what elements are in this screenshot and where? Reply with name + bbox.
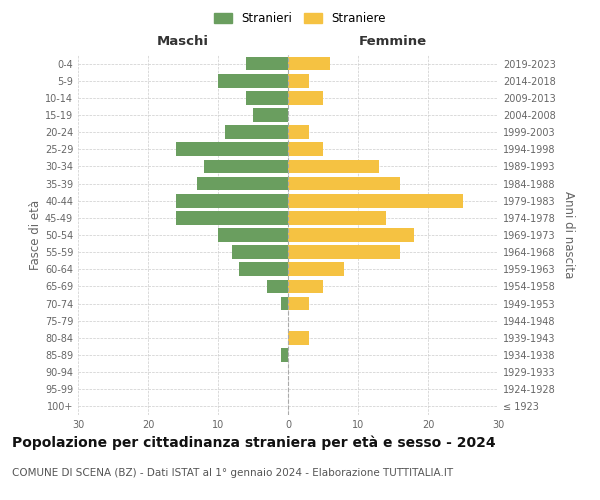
Bar — [225, 126, 288, 139]
Legend: Stranieri, Straniere: Stranieri, Straniere — [211, 8, 389, 28]
Text: Maschi: Maschi — [157, 35, 209, 48]
Bar — [176, 194, 288, 207]
Bar — [288, 331, 309, 344]
Bar — [267, 280, 288, 293]
Bar — [232, 246, 288, 259]
Bar — [176, 142, 288, 156]
Bar — [288, 126, 309, 139]
Bar — [288, 228, 414, 242]
Bar — [218, 74, 288, 88]
Y-axis label: Anni di nascita: Anni di nascita — [562, 192, 575, 278]
Bar — [281, 296, 288, 310]
Bar — [218, 228, 288, 242]
Bar — [197, 176, 288, 190]
Bar — [288, 262, 344, 276]
Bar — [288, 211, 386, 224]
Bar — [288, 194, 463, 207]
Bar — [288, 56, 330, 70]
Bar — [288, 160, 379, 173]
Bar — [253, 108, 288, 122]
Bar — [288, 280, 323, 293]
Bar — [288, 142, 323, 156]
Bar — [281, 348, 288, 362]
Bar — [288, 246, 400, 259]
Bar — [288, 296, 309, 310]
Text: COMUNE DI SCENA (BZ) - Dati ISTAT al 1° gennaio 2024 - Elaborazione TUTTITALIA.I: COMUNE DI SCENA (BZ) - Dati ISTAT al 1° … — [12, 468, 453, 477]
Bar — [239, 262, 288, 276]
Y-axis label: Fasce di età: Fasce di età — [29, 200, 42, 270]
Bar — [288, 91, 323, 104]
Text: Femmine: Femmine — [359, 35, 427, 48]
Bar — [204, 160, 288, 173]
Bar — [288, 176, 400, 190]
Bar — [246, 91, 288, 104]
Bar — [288, 74, 309, 88]
Text: Popolazione per cittadinanza straniera per età e sesso - 2024: Popolazione per cittadinanza straniera p… — [12, 435, 496, 450]
Bar — [176, 211, 288, 224]
Bar — [246, 56, 288, 70]
